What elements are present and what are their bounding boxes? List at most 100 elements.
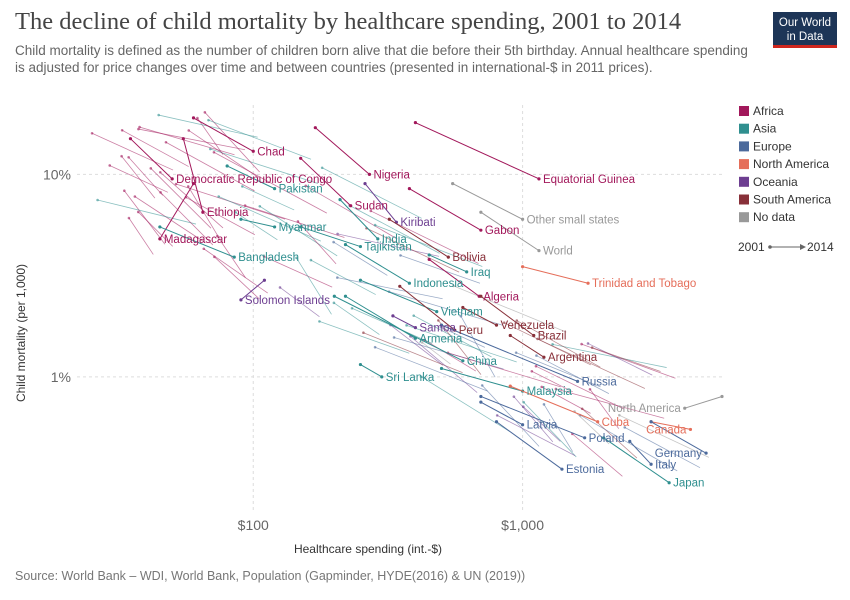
legend-label[interactable]: North America [753,157,829,171]
country-end-point[interactable] [575,379,580,383]
country-line[interactable] [130,138,173,180]
legend-label[interactable]: Africa [753,104,784,118]
country-line[interactable] [300,226,361,248]
country-line[interactable] [509,335,545,358]
legend-swatch[interactable] [739,194,749,205]
country-start-point[interactable] [439,366,444,371]
country-end-point[interactable] [532,333,536,338]
country-start-point[interactable] [299,156,303,160]
country-start-point[interactable] [343,242,348,247]
legend-swatch[interactable] [739,106,749,116]
country-start-point[interactable] [398,284,402,288]
country-start-point[interactable] [358,362,363,367]
country-start-point[interactable] [391,314,395,318]
country-line[interactable] [428,254,467,273]
country-end-point[interactable] [407,281,412,285]
legend-label[interactable]: Europe [753,139,792,153]
country-label[interactable]: Argentina [548,352,598,364]
country-end-point[interactable] [479,228,483,232]
legend-swatch[interactable] [739,212,749,223]
country-end-point[interactable] [683,406,687,410]
country-line[interactable] [360,364,383,378]
country-end-point[interactable] [667,481,671,485]
country-line[interactable] [480,211,540,252]
country-line[interactable] [345,244,410,284]
country-start-point[interactable] [479,210,483,214]
country-line[interactable] [159,183,194,240]
country-start-point[interactable] [427,257,431,262]
country-end-point[interactable] [704,451,708,455]
country-line[interactable] [441,324,578,382]
country-line[interactable] [496,421,563,470]
country-start-point[interactable] [479,294,483,298]
country-end-point[interactable] [413,326,418,330]
country-end-point[interactable] [251,149,255,153]
country-line[interactable] [510,385,598,423]
country-label[interactable]: Solomon Islands [245,295,330,307]
country-line[interactable] [240,218,275,228]
country-label[interactable]: Ethiopia [207,207,249,219]
country-label[interactable]: Trinidad and Tobago [592,278,696,290]
legend-swatch[interactable] [739,176,749,187]
country-line[interactable] [603,437,670,484]
country-line[interactable] [226,165,275,190]
country-line[interactable] [240,279,265,301]
country-end-point[interactable] [583,436,587,440]
country-line[interactable] [522,266,589,284]
country-line[interactable] [480,295,535,336]
country-label[interactable]: Bolivia [452,252,486,264]
country-line[interactable] [339,199,379,240]
country-end-point[interactable] [239,298,243,302]
country-label[interactable]: Gabon [485,225,520,237]
country-end-point[interactable] [542,355,546,359]
country-start-point[interactable] [299,225,303,229]
country-start-point[interactable] [479,394,483,399]
country-line[interactable] [650,421,707,454]
country-line[interactable] [159,226,235,258]
country-start-point[interactable] [338,198,342,202]
country-end-point[interactable] [158,237,162,241]
country-line[interactable] [415,122,540,180]
country-line[interactable] [441,367,523,392]
country-label[interactable]: Myanmar [279,222,327,234]
country-start-point[interactable] [313,126,317,130]
country-start-point[interactable] [508,384,512,388]
country-start-point[interactable] [494,420,499,424]
legend-label[interactable]: Asia [753,122,777,136]
country-line[interactable] [684,395,723,409]
country-line[interactable] [629,441,652,465]
country-label[interactable]: Sri Lanka [386,372,435,384]
legend-swatch[interactable] [739,141,749,152]
country-end-point[interactable] [688,427,693,432]
country-label[interactable]: Cuba [602,417,630,429]
country-end-point[interactable] [349,204,353,208]
country-label[interactable]: Germany [655,448,703,460]
country-label[interactable]: Iraq [471,267,491,279]
country-end-point[interactable] [358,244,363,249]
country-end-point[interactable] [376,237,380,241]
country-label[interactable]: Samoa [419,323,456,335]
country-line[interactable] [651,421,691,430]
country-label[interactable]: Vietnam [441,307,483,319]
country-line[interactable] [300,157,352,207]
country-label[interactable]: Latvia [527,420,558,432]
country-label[interactable]: Armenia [419,333,462,345]
country-line[interactable] [409,188,482,231]
country-end-point[interactable] [272,187,277,191]
country-line[interactable] [399,285,456,331]
country-line[interactable] [364,183,397,223]
country-start-point[interactable] [520,265,525,269]
country-start-point[interactable] [191,116,196,120]
country-end-point[interactable] [461,359,465,363]
country-end-point[interactable] [446,255,450,259]
country-line[interactable] [462,307,497,326]
country-label[interactable]: Sudan [355,201,388,213]
country-end-point[interactable] [537,177,541,181]
country-label[interactable]: Russia [582,376,618,388]
country-line[interactable] [452,183,523,220]
country-label[interactable]: Democratic Republic of Congo [176,174,332,186]
country-line[interactable] [182,138,204,213]
country-start-point[interactable] [181,137,185,141]
country-end-point[interactable] [201,210,205,214]
country-start-point[interactable] [461,305,465,310]
